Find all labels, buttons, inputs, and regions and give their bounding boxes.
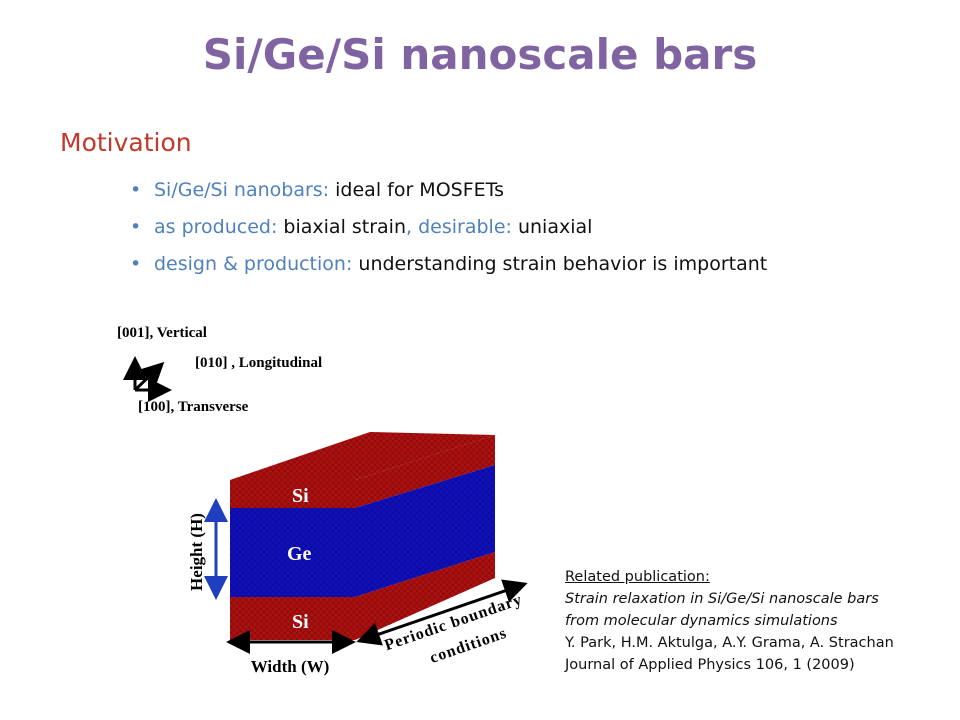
pub-heading: Related publication: bbox=[565, 569, 710, 585]
pub-title: Strain relaxation in Si/Ge/Si nanoscale … bbox=[565, 591, 879, 607]
layer-label: Si bbox=[292, 611, 309, 633]
axes-icon bbox=[123, 356, 172, 402]
bullet: as produced: biaxial strain, desirable: … bbox=[130, 209, 767, 246]
bullet: Si/Ge/Si nanobars: ideal for MOSFETs bbox=[130, 172, 767, 209]
bullet-key: design & production: bbox=[154, 253, 353, 275]
bullet-text: uniaxial bbox=[511, 216, 593, 238]
pub-authors: Y. Park, H.M. Aktulga, A.Y. Grama, A. St… bbox=[565, 635, 894, 651]
axis-label: [001], Vertical bbox=[117, 325, 207, 341]
bullet-text: biaxial strain bbox=[277, 216, 407, 238]
title: Si/Ge/Si nanoscale bars bbox=[202, 30, 758, 79]
layer-label: Ge bbox=[287, 543, 312, 565]
axis-label: [010] , Longitudinal bbox=[195, 355, 322, 371]
bullet-key: Si/Ge/Si nanobars: bbox=[154, 179, 330, 201]
bullet-key: , desirable: bbox=[406, 216, 512, 238]
height-label: Height (H) bbox=[187, 513, 206, 591]
bullet-key: as produced: bbox=[154, 216, 278, 238]
bullet-text: understanding strain behavior is importa… bbox=[352, 253, 768, 275]
pub-title: from molecular dynamics simulations bbox=[565, 613, 838, 629]
bullet: design & production: understanding strai… bbox=[130, 246, 767, 283]
width-label: Width (W) bbox=[251, 657, 330, 676]
bullet-list: Si/Ge/Si nanobars: ideal for MOSFETsas p… bbox=[130, 172, 767, 283]
axis-label: [100], Transverse bbox=[138, 399, 249, 415]
publication: Related publication: Strain relaxation i… bbox=[565, 566, 894, 676]
bullet-text: ideal for MOSFETs bbox=[329, 179, 505, 201]
pub-journal: Journal of Applied Physics 106, 1 (2009) bbox=[565, 657, 855, 673]
section-heading: Motivation bbox=[60, 128, 192, 157]
periodic-arrow bbox=[356, 579, 528, 646]
nanobar bbox=[230, 432, 495, 640]
layer-label: Si bbox=[292, 485, 309, 507]
